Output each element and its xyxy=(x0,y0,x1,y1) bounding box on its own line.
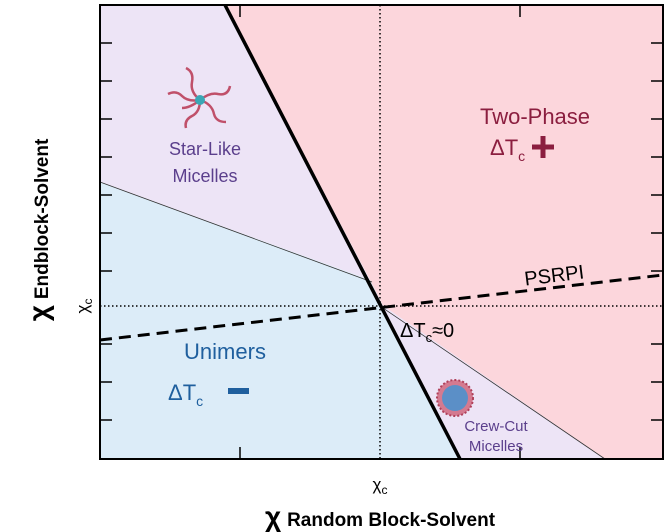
y-axis-label: χ Endblock-Solvent xyxy=(23,138,54,321)
region-label: Micelles xyxy=(172,166,237,186)
x-axis-label: χ Random Block-Solvent xyxy=(265,501,496,532)
tick-sub: c xyxy=(81,299,95,305)
region-label: Unimers xyxy=(184,339,266,364)
tick-main: χ xyxy=(73,304,92,313)
x-tick-label: χc xyxy=(373,475,388,497)
delta-main: ΔT xyxy=(168,380,196,405)
minus-sign xyxy=(228,388,249,394)
delta-main: ΔT xyxy=(400,320,426,342)
axis-symbol: χ xyxy=(265,501,281,532)
region-label: Micelles xyxy=(469,438,523,455)
delta-sub: c xyxy=(518,148,525,164)
delta-suffix: ≈0 xyxy=(432,320,454,342)
delta-main: ΔT xyxy=(490,135,518,160)
region-label: Crew-Cut xyxy=(464,418,528,435)
axis-text: Endblock-Solvent xyxy=(32,138,53,299)
y-tick-label: χc xyxy=(73,299,95,314)
axis-text: Random Block-Solvent xyxy=(287,510,496,531)
region-label: Star-Like xyxy=(169,139,241,159)
page: Two-Phase ΔTc Star-Like Micelles Unimers… xyxy=(0,0,667,532)
region-label: Two-Phase xyxy=(480,104,590,129)
diagram: Two-Phase ΔTc Star-Like Micelles Unimers… xyxy=(0,0,667,532)
crew-cut-micelle-icon xyxy=(437,380,473,416)
tick-main: χ xyxy=(373,475,382,494)
axis-symbol: χ xyxy=(23,305,54,321)
tick-sub: c xyxy=(381,483,387,497)
delta-sub: c xyxy=(196,393,203,409)
